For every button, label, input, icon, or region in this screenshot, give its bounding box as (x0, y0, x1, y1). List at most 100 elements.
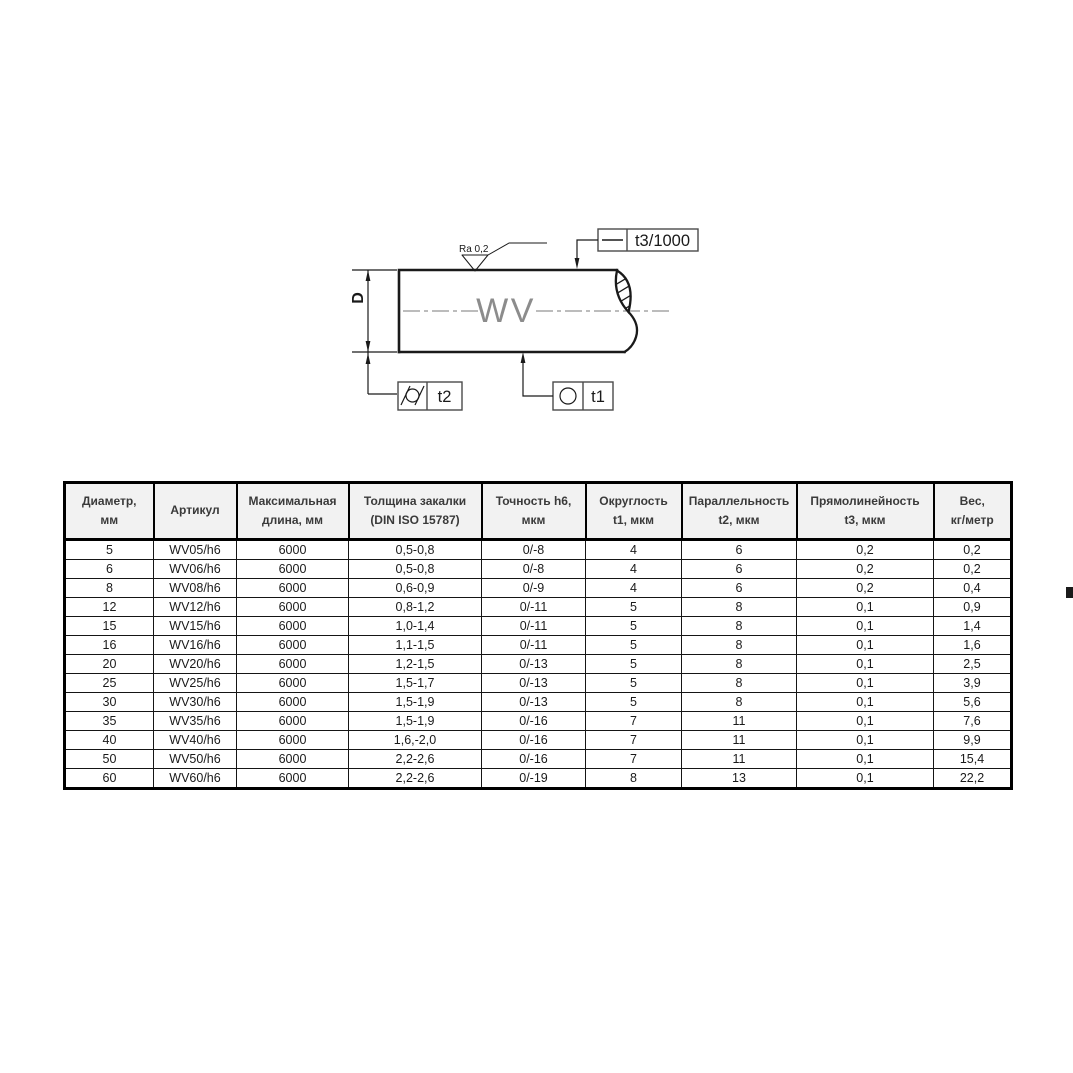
edge-artifact-mark (1066, 587, 1073, 598)
table-cell: 30 (64, 692, 154, 712)
roughness-label: Ra 0,2 (459, 244, 489, 255)
table-cell: 0,8-1,2 (348, 597, 482, 617)
table-cell: 5,6 (933, 692, 1012, 712)
table-cell: 1,5-1,9 (348, 692, 482, 712)
table-cell: WV35/h6 (153, 711, 237, 731)
table-cell: 3,9 (933, 673, 1012, 693)
table-cell: 5 (585, 616, 682, 636)
table-cell: 13 (681, 768, 797, 789)
table-cell: WV60/h6 (153, 768, 237, 789)
table-cell: 1,5-1,7 (348, 673, 482, 693)
table-cell: 9,9 (933, 730, 1012, 750)
table-cell: 0,4 (933, 578, 1012, 598)
table-cell: 5 (585, 635, 682, 655)
table-header-cell: Прямолинейность t3, мкм (795, 481, 935, 541)
table-header-cell: Округлость t1, мкм (584, 481, 683, 541)
table-cell: 0/-8 (481, 559, 586, 579)
table-cell: 1,5-1,9 (348, 711, 482, 731)
table-cell: 0/-9 (481, 578, 586, 598)
table-cell: 7 (585, 730, 682, 750)
table-cell: 0/-11 (481, 597, 586, 617)
table-cell: 0,2 (796, 539, 934, 560)
table-cell: 6000 (236, 539, 349, 560)
table-cell: 0/-16 (481, 749, 586, 769)
table-cell: 0,6-0,9 (348, 578, 482, 598)
straightness-frame (597, 228, 699, 252)
table-header-cell: Вес, кг/метр (932, 481, 1013, 541)
table-cell: 0/-13 (481, 673, 586, 693)
table-cell: 5 (585, 597, 682, 617)
table-cell: 0,2 (933, 559, 1012, 579)
diameter-label: D (350, 292, 367, 304)
table-cell: 0,5-0,8 (348, 559, 482, 579)
table-cell: 1,1-1,5 (348, 635, 482, 655)
table-cell: 0/-8 (481, 539, 586, 560)
table-cell: WV05/h6 (153, 539, 237, 560)
table-row: 20 WV20/h6 6000 1,2-1,5 0/-13 5 8 0,1 2,5 (64, 654, 1012, 674)
table-cell: 0,1 (796, 749, 934, 769)
roundness-leader (522, 362, 553, 397)
table-cell: 0/-16 (481, 730, 586, 750)
table-cell: 0,1 (796, 673, 934, 693)
table-cell: WV06/h6 (153, 559, 237, 579)
table-row: 12 WV12/h6 6000 0,8-1,2 0/-11 5 8 0,1 0,9 (64, 597, 1012, 617)
table-row: 6 WV06/h6 6000 0,5-0,8 0/-8 4 6 0,2 0,2 (64, 559, 1012, 579)
table-row: 15 WV15/h6 6000 1,0-1,4 0/-11 5 8 0,1 1,4 (64, 616, 1012, 636)
rod-break-curve (614, 268, 639, 354)
diameter-dimension-arrows (365, 270, 371, 364)
table-cell: 6000 (236, 616, 349, 636)
table-cell: 11 (681, 749, 797, 769)
roundness-frame-label: t1 (591, 388, 605, 406)
table-cell: 6000 (236, 578, 349, 598)
table-cell: 0,1 (796, 635, 934, 655)
table-row: 40 WV40/h6 6000 1,6,-2,0 0/-16 7 11 0,1 9,9 (64, 730, 1012, 750)
table-cell: 0,1 (796, 768, 934, 789)
table-cell: 7 (585, 711, 682, 731)
table-cell: 6000 (236, 654, 349, 674)
table-header-cell: Точность h6, мкм (480, 481, 587, 541)
table-cell: 6000 (236, 673, 349, 693)
table-cell: WV30/h6 (153, 692, 237, 712)
table-cell: 8 (681, 692, 797, 712)
roundness-leader-arrow (520, 352, 526, 363)
table-cell: 6 (681, 578, 797, 598)
straightness-leader-arrow (574, 258, 580, 269)
table-cell: 2,5 (933, 654, 1012, 674)
table-row: 35 WV35/h6 6000 1,5-1,9 0/-16 7 11 0,1 7,6 (64, 711, 1012, 731)
table-cell: 1,6,-2,0 (348, 730, 482, 750)
table-cell: 35 (64, 711, 154, 731)
table-cell: WV12/h6 (153, 597, 237, 617)
table-cell: 7 (585, 749, 682, 769)
rod-outline (397, 268, 626, 354)
table-cell: 5 (585, 654, 682, 674)
table-cell: 0,5-0,8 (348, 539, 482, 560)
table-cell: 8 (681, 673, 797, 693)
table-cell: 16 (64, 635, 154, 655)
table-cell: 50 (64, 749, 154, 769)
table-cell: 1,0-1,4 (348, 616, 482, 636)
table-cell: 5 (64, 539, 154, 560)
table-cell: 6000 (236, 559, 349, 579)
part-label: WV (476, 292, 536, 330)
table-cell: 11 (681, 711, 797, 731)
shaft-technical-drawing: WV D Ra 0,2 t3/1000 (350, 228, 699, 411)
table-row: 50 WV50/h6 6000 2,2-2,6 0/-16 7 11 0,1 15,4 (64, 749, 1012, 769)
table-cell: WV40/h6 (153, 730, 237, 750)
table-cell: 0/-13 (481, 654, 586, 674)
table-cell: 20 (64, 654, 154, 674)
roundness-frame (552, 381, 614, 411)
table-cell: 22,2 (933, 768, 1012, 789)
table-cell: 6000 (236, 597, 349, 617)
table-cell: 0,1 (796, 597, 934, 617)
table-cell: 7,6 (933, 711, 1012, 731)
table-cell: 6000 (236, 768, 349, 789)
table-cell: 25 (64, 673, 154, 693)
table-cell: 6000 (236, 692, 349, 712)
table-cell: 8 (585, 768, 682, 789)
table-cell: 4 (585, 559, 682, 579)
table-cell: 60 (64, 768, 154, 789)
table-cell: 6000 (236, 711, 349, 731)
table-cell: 5 (585, 692, 682, 712)
table-cell: 4 (585, 539, 682, 560)
